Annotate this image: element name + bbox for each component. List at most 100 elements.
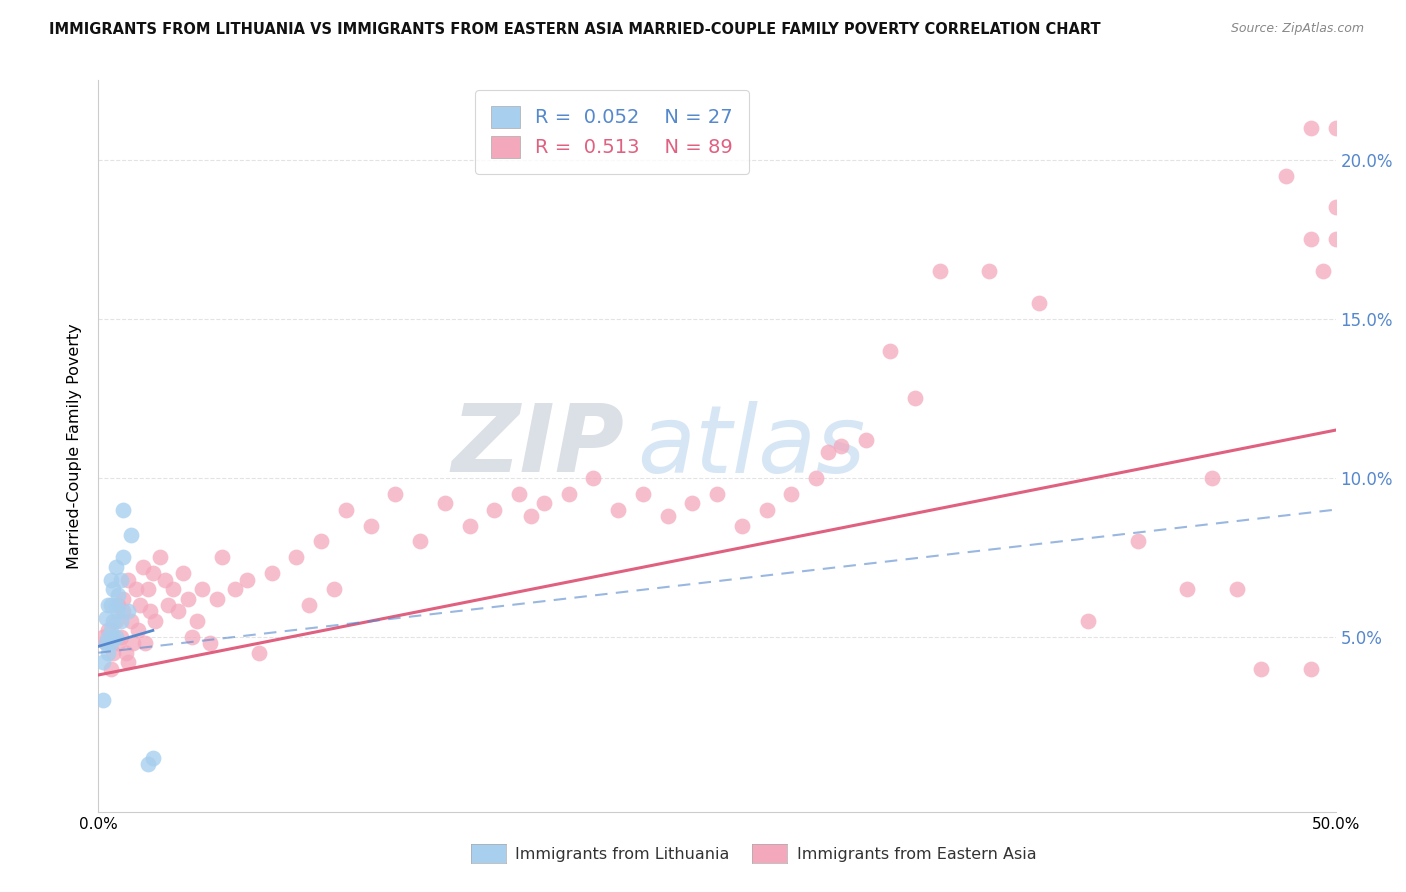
Point [110,614,132,628]
Point [120,528,142,542]
Point [211,550,233,565]
Point [533,496,555,510]
Point [508,486,530,500]
Point [817,445,839,459]
Point [117,573,139,587]
Point [1324,201,1347,215]
Point [107,598,129,612]
Text: Source: ZipAtlas.com: Source: ZipAtlas.com [1230,22,1364,36]
Point [97,630,120,644]
Point [112,604,135,618]
Point [236,573,259,587]
Point [97,646,120,660]
Point [103,646,125,660]
Point [706,486,728,500]
Text: ZIP: ZIP [451,400,624,492]
Point [582,471,605,485]
Point [186,614,208,628]
Point [224,582,246,596]
Point [904,392,927,406]
Point [112,591,135,606]
Text: Immigrants from Eastern Asia: Immigrants from Eastern Asia [797,847,1036,862]
Point [100,636,122,650]
Point [1028,296,1050,310]
Point [1299,120,1322,135]
Point [804,471,827,485]
Point [1201,471,1223,485]
Point [156,598,179,612]
Point [120,614,142,628]
Point [830,439,852,453]
Point [433,496,456,510]
Point [458,518,481,533]
Point [285,550,308,565]
Point [979,264,1001,278]
Point [1299,232,1322,246]
Point [1226,582,1249,596]
Point [607,502,630,516]
Point [681,496,703,510]
Legend: R =  0.052    N = 27, R =  0.513    N = 89: R = 0.052 N = 27, R = 0.513 N = 89 [475,90,748,174]
Point [94,636,117,650]
Point [97,598,120,612]
Point [928,264,950,278]
Point [127,624,149,638]
Point [1324,120,1347,135]
Text: atlas: atlas [637,401,865,491]
Point [172,566,194,581]
Point [104,614,127,628]
Point [100,598,122,612]
Point [139,604,162,618]
Point [100,573,122,587]
Point [855,433,877,447]
Point [97,624,120,638]
Point [93,655,115,669]
Point [103,582,125,596]
Point [117,604,139,618]
Point [322,582,344,596]
Point [657,508,679,523]
Point [335,502,357,516]
Point [155,573,177,587]
Point [112,550,135,565]
Point [122,636,145,650]
Point [143,614,166,628]
Point [142,750,165,764]
Point [205,591,228,606]
Point [1275,169,1298,183]
Point [181,630,204,644]
Point [107,604,129,618]
Point [298,598,321,612]
Point [1250,662,1272,676]
Point [112,502,135,516]
Point [557,486,579,500]
Point [166,604,188,618]
Point [129,598,152,612]
Point [104,559,127,574]
Point [879,343,901,358]
Point [198,636,221,650]
Point [409,534,432,549]
Point [110,630,132,644]
Point [110,573,132,587]
Point [93,693,115,707]
Point [103,630,125,644]
Point [520,508,543,523]
Point [134,636,156,650]
Point [104,598,127,612]
Point [360,518,382,533]
Point [1324,232,1347,246]
Point [104,630,127,644]
Point [142,566,165,581]
Point [94,636,117,650]
Point [136,757,159,772]
Point [309,534,332,549]
Point [114,646,136,660]
Point [124,582,146,596]
Point [755,502,778,516]
Point [136,582,159,596]
Point [191,582,214,596]
Point [149,550,172,565]
Text: Immigrants from Lithuania: Immigrants from Lithuania [515,847,728,862]
Point [107,636,129,650]
